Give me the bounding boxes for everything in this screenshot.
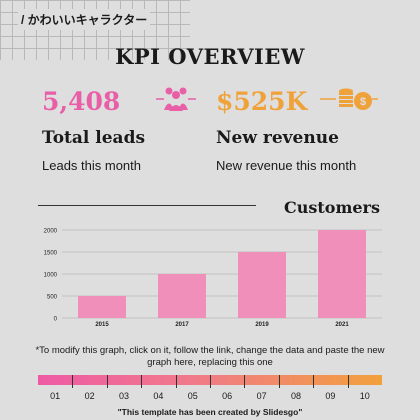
kpi-leads-sub: Leads this month bbox=[42, 158, 142, 173]
chart-title: Customers bbox=[284, 198, 380, 217]
x-tick-label: 2019 bbox=[255, 322, 269, 328]
scale-number: 01 bbox=[50, 391, 61, 401]
scale-number: 05 bbox=[187, 391, 198, 401]
kpi-revenue-sub: New revenue this month bbox=[216, 158, 357, 173]
scale-number: 07 bbox=[256, 391, 267, 401]
scale-tick bbox=[72, 375, 74, 388]
divider-line bbox=[38, 205, 256, 206]
kpi-leads-label: Total leads bbox=[42, 128, 146, 148]
bar-2021[interactable] bbox=[318, 230, 366, 318]
scale-number: 03 bbox=[118, 391, 130, 401]
scale-number: 08 bbox=[290, 391, 302, 401]
y-tick-label: 500 bbox=[47, 295, 58, 301]
brand-label: / かわいいキャラクター bbox=[18, 9, 151, 30]
bar-2017[interactable] bbox=[158, 274, 206, 318]
scale-tick bbox=[210, 375, 211, 388]
credit-text: "This template has been created by Slide… bbox=[117, 407, 303, 417]
kpi-leads-value: 5,408 bbox=[42, 87, 121, 116]
scale-tick bbox=[175, 375, 177, 388]
bar-2015[interactable] bbox=[78, 296, 126, 318]
bar-2019[interactable] bbox=[238, 252, 286, 318]
scale-tick bbox=[141, 375, 143, 388]
scale-tick bbox=[244, 375, 246, 388]
x-tick-label: 2017 bbox=[175, 322, 189, 328]
customers-bar-chart[interactable]: 0 500 1000 1500 2000 2015 2017 2019 2021 bbox=[30, 220, 390, 332]
people-icon bbox=[156, 86, 196, 117]
scale-tick bbox=[313, 375, 315, 388]
scale-tick bbox=[106, 375, 108, 388]
scale-number: 02 bbox=[84, 391, 95, 401]
x-tick-label: 2015 bbox=[95, 322, 109, 328]
edit-note: *To modify this graph, click on it, foll… bbox=[35, 345, 385, 368]
x-tick-label: 2021 bbox=[335, 322, 349, 328]
page-title: KPI OVERVIEW bbox=[115, 44, 305, 69]
svg-text:$: $ bbox=[360, 96, 366, 108]
scale-number: 06 bbox=[222, 391, 233, 401]
coins-icon: $ bbox=[320, 86, 378, 119]
scale-number: 09 bbox=[325, 391, 336, 401]
y-tick-label: 1000 bbox=[44, 273, 58, 279]
scale-number: 10 bbox=[359, 391, 370, 401]
scale-tick bbox=[278, 375, 280, 388]
scale-tick bbox=[347, 375, 349, 388]
scale-number: 04 bbox=[153, 391, 164, 401]
y-tick-label: 1500 bbox=[44, 251, 58, 257]
kpi-revenue-label: New revenue bbox=[216, 128, 339, 148]
kpi-revenue-value: $525K bbox=[216, 87, 308, 116]
y-tick-label: 0 bbox=[54, 317, 58, 323]
y-tick-label: 2000 bbox=[44, 229, 58, 235]
